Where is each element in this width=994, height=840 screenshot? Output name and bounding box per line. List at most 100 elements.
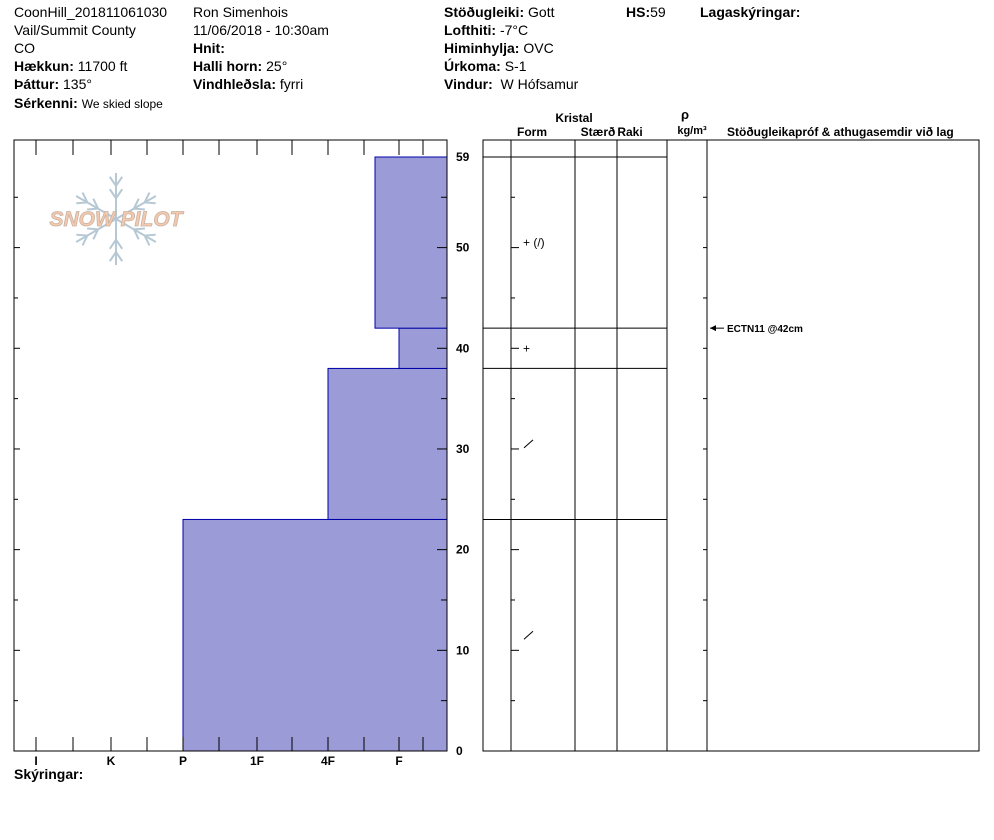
axis-ticks xyxy=(13,140,447,752)
flake-branch xyxy=(87,207,99,211)
elevation: Hækkun: 11700 ft xyxy=(14,57,127,75)
flake-branch xyxy=(133,228,140,240)
coords-label: Hnit: xyxy=(193,40,225,56)
flake-branch xyxy=(143,192,151,203)
state: CO xyxy=(14,40,35,56)
y-tick-label: 10 xyxy=(456,643,470,657)
flake-branch xyxy=(115,239,124,250)
stability-tests: ECTN11 @42cm xyxy=(710,324,803,335)
header-form: Form xyxy=(517,125,547,139)
plot-frame xyxy=(13,139,448,752)
wind: Vindur: W Hófsamur xyxy=(444,75,578,93)
features: Sérkenni: We skied slope xyxy=(14,94,163,113)
air-temp-label: Lofthiti: xyxy=(444,22,497,38)
y-axis-labels: 0 10 20 30 40 50 59 xyxy=(456,150,470,758)
flake-branch xyxy=(144,201,156,205)
header-crystal: Kristal xyxy=(555,111,592,125)
precip-label: Úrkoma: xyxy=(444,58,501,74)
aspect-value: 135° xyxy=(63,76,92,92)
x-tick-label: 1F xyxy=(250,754,264,768)
flake-branch xyxy=(92,198,99,210)
y-tick-label: 30 xyxy=(456,442,470,456)
header-size: Stærð xyxy=(581,125,616,139)
y-tick-label: 20 xyxy=(456,543,470,557)
sky-label: Himinhylja: xyxy=(444,40,520,56)
wind-loading: Vindhleðsla: fyrri xyxy=(193,75,303,93)
flake-branch xyxy=(115,176,124,187)
datetime: 11/06/2018 - 10:30am xyxy=(193,22,329,38)
slope-label: Halli horn: xyxy=(193,58,263,74)
flake-branch xyxy=(108,239,117,250)
y-tick-label: 40 xyxy=(456,341,470,355)
y-tick-label: 0 xyxy=(456,744,463,758)
region: Vail/Summit County xyxy=(14,22,136,38)
flake-branch xyxy=(133,207,145,211)
header-moisture: Raki xyxy=(617,125,642,139)
notes: Skýringar: xyxy=(14,765,83,783)
table-ticks xyxy=(511,196,707,702)
layer-notes-label: Lagaskýringar: xyxy=(700,4,801,20)
flake-branch xyxy=(143,235,151,246)
air-temp-value: -7°C xyxy=(499,22,529,38)
x-tick-label: K xyxy=(107,754,116,768)
y-tick-label: 59 xyxy=(456,150,470,164)
features-label: Sérkenni: xyxy=(14,95,78,111)
x-tick-label: I xyxy=(34,754,37,768)
test-label: ECTN11 @42cm xyxy=(727,324,803,335)
flake-branch xyxy=(92,228,99,240)
wind-label: Vindur: xyxy=(444,76,493,92)
y-tick-label: 50 xyxy=(456,241,470,255)
snowflake-icon xyxy=(75,173,157,265)
elevation-label: Hækkun: xyxy=(14,58,74,74)
header-comments: Stöðugleikapróf & athugasemdir við lag xyxy=(727,125,954,139)
air-temp: Lofthiti: -7°C xyxy=(444,21,528,39)
flake-arm xyxy=(75,218,117,243)
form-symbols: + + (/) xyxy=(523,236,545,640)
flake-branch xyxy=(108,188,117,199)
stability-value: Gott xyxy=(528,4,555,20)
crystal-table: + + (/) ECTN11 @42cm Kristal Form Stærð R… xyxy=(482,107,980,752)
hs: HS:59 xyxy=(626,3,666,21)
coords: Hnit: xyxy=(193,39,225,57)
logo-text: SNOW PILOT xyxy=(50,208,185,231)
header-density-symbol: ρ xyxy=(681,107,689,122)
flake-branch xyxy=(133,227,145,231)
flake-branch xyxy=(81,235,89,246)
hardness-bar xyxy=(374,156,448,329)
form-symbol: + (/) xyxy=(523,236,545,250)
features-value: We skied slope xyxy=(81,97,163,111)
notes-label: Skýringar: xyxy=(14,766,84,782)
hardness-bar xyxy=(327,367,448,520)
flake-branch xyxy=(133,198,140,210)
stability: Stöðugleiki: Gott xyxy=(444,3,554,21)
aspect-label: Þáttur: xyxy=(14,76,60,92)
observer: Ron Simenhois xyxy=(193,4,288,20)
hardness-bar xyxy=(182,518,448,752)
form-symbol xyxy=(523,630,534,640)
flake-branch xyxy=(115,188,124,199)
form-symbol xyxy=(523,439,534,449)
sky: Himinhylja: OVC xyxy=(444,39,554,57)
wind-loading-label: Vindhleðsla: xyxy=(193,76,276,92)
table-layer-rows xyxy=(483,156,667,520)
flake-branch xyxy=(76,233,88,237)
layer-notes: Lagaskýringar: xyxy=(700,3,800,21)
x-axis-labels: I K P 1F 4F F xyxy=(34,754,402,768)
flake-branch xyxy=(108,176,117,187)
hs-value: 59 xyxy=(650,4,666,20)
test-arrowhead xyxy=(710,325,716,332)
flake-arm xyxy=(75,195,117,220)
hardness-bars xyxy=(182,156,448,752)
flake-arm xyxy=(115,195,157,220)
form-symbol: + xyxy=(523,341,530,355)
flake-branch xyxy=(81,192,89,203)
slope-value: 25° xyxy=(266,58,288,74)
stability-label: Stöðugleiki: xyxy=(444,4,525,20)
flake-branch xyxy=(87,227,99,231)
hs-label: HS: xyxy=(626,4,651,20)
precip-value: S-1 xyxy=(504,58,527,74)
flake-arm xyxy=(115,218,157,243)
wind-value: W Hófsamur xyxy=(500,76,579,92)
flake-branch xyxy=(115,251,124,262)
flake-branch xyxy=(144,233,156,237)
